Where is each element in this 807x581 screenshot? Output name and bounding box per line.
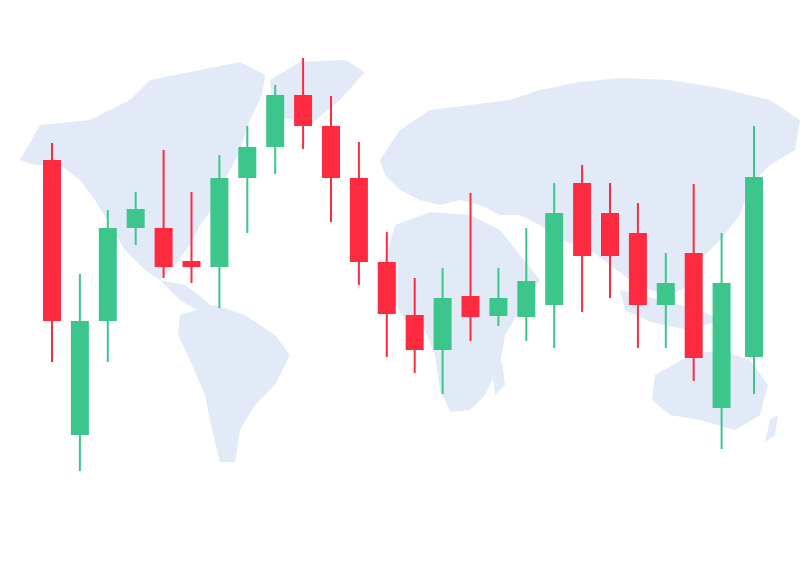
australia-shape xyxy=(652,350,768,430)
candle-2 xyxy=(70,274,89,471)
candle-6 xyxy=(182,192,201,283)
candle-body-up xyxy=(210,178,229,267)
candle-4 xyxy=(126,192,145,245)
candle-20 xyxy=(573,165,592,312)
candle-body-up xyxy=(126,209,145,228)
candle-7 xyxy=(210,155,229,308)
candle-body-up xyxy=(712,283,731,408)
candle-3 xyxy=(98,210,117,362)
candle-19 xyxy=(545,183,564,348)
greenland-shape xyxy=(270,60,365,125)
candle-26 xyxy=(745,126,763,394)
candle-21 xyxy=(601,183,619,298)
candle-14 xyxy=(405,278,424,373)
candle-body-up xyxy=(238,147,257,178)
candle-12 xyxy=(349,142,368,285)
candle-body-down xyxy=(377,262,396,314)
candle-body-down xyxy=(43,160,61,321)
candle-body-up xyxy=(656,283,675,305)
candle-15 xyxy=(433,268,452,394)
candle-body-up xyxy=(545,213,564,305)
candle-body-down xyxy=(573,183,592,256)
candle-body-down xyxy=(461,296,480,317)
candle-body-down xyxy=(349,178,368,262)
candle-body-down xyxy=(182,261,201,267)
candle-5 xyxy=(154,150,173,278)
candle-22 xyxy=(628,203,647,348)
candle-13 xyxy=(377,232,396,357)
world-map-background xyxy=(20,60,800,462)
candle-body-up xyxy=(266,95,285,147)
madagascar-shape xyxy=(492,362,505,395)
new-zealand-shape xyxy=(765,415,778,442)
candle-body-up xyxy=(517,281,536,317)
candle-body-down xyxy=(684,253,703,358)
candle-body-down xyxy=(154,228,173,267)
north-america-shape xyxy=(20,62,265,280)
candle-body-up xyxy=(745,177,763,357)
south-america-shape xyxy=(178,305,290,462)
candle-1 xyxy=(43,143,61,362)
candle-10 xyxy=(294,58,313,149)
candle-18 xyxy=(517,228,536,341)
candle-body-down xyxy=(601,213,619,256)
candle-body-down xyxy=(405,315,424,350)
candle-body-up xyxy=(98,228,117,321)
candle-body-up xyxy=(489,298,508,316)
candle-17 xyxy=(489,268,508,326)
candle-body-up xyxy=(433,298,452,350)
candle-body-down xyxy=(294,95,313,126)
candle-body-down xyxy=(322,126,340,178)
candle-body-up xyxy=(70,321,89,435)
candle-24 xyxy=(684,184,703,381)
candle-11 xyxy=(322,96,340,222)
candle-9 xyxy=(266,85,285,174)
central-america-shape xyxy=(160,280,215,312)
candle-16 xyxy=(461,193,480,341)
candle-8 xyxy=(238,126,257,233)
candle-23 xyxy=(656,253,675,348)
candles-layer xyxy=(43,58,763,471)
candle-25 xyxy=(712,233,731,449)
candle-body-down xyxy=(628,233,647,305)
